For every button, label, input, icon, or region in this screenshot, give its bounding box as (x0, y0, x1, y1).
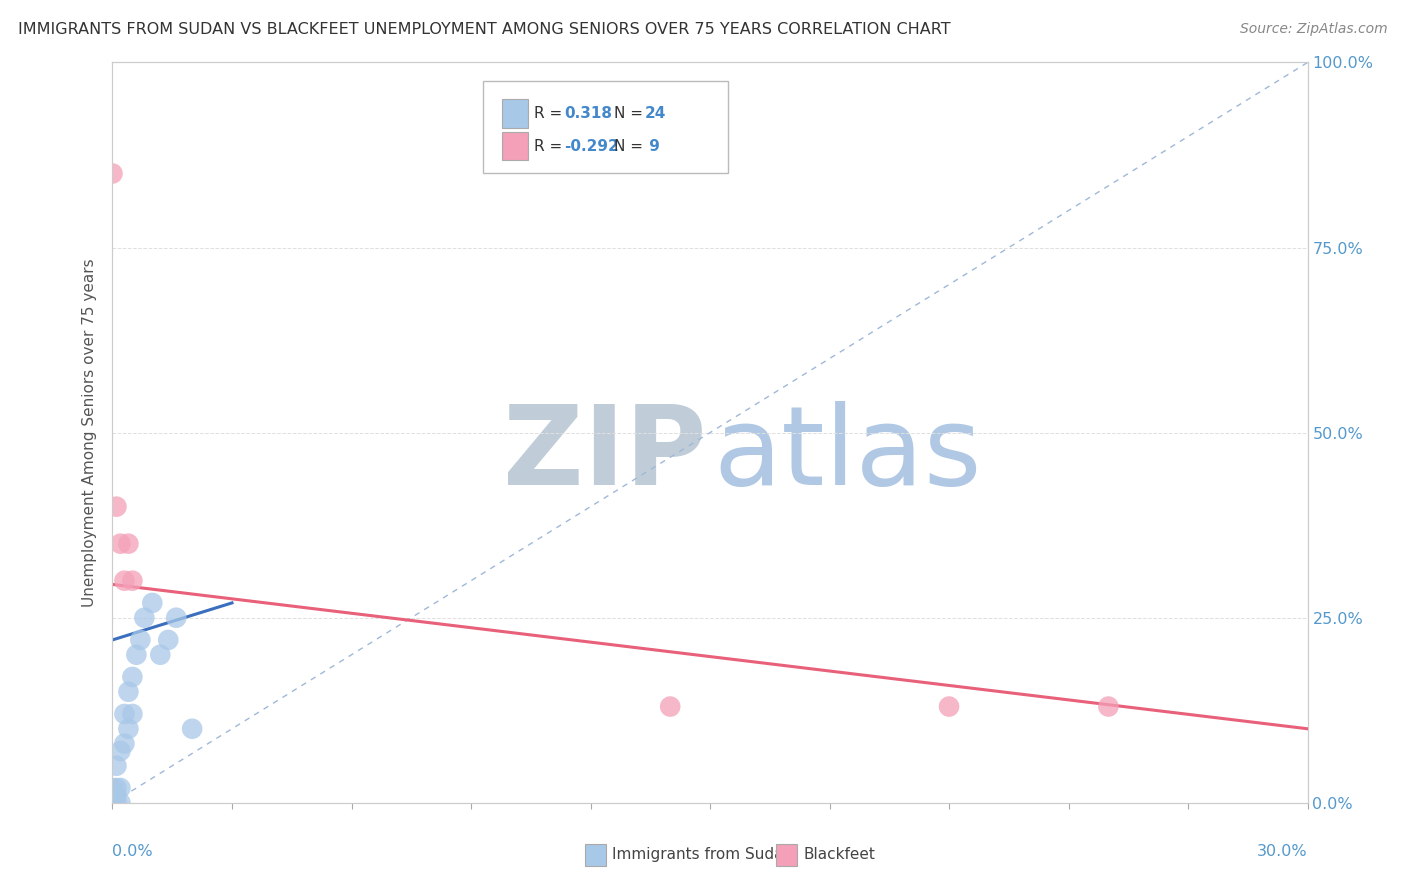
Point (110, 536, 132, 550)
FancyBboxPatch shape (776, 844, 797, 866)
Point (101, 780, 124, 795)
Text: N =: N = (614, 138, 644, 153)
Point (165, 610, 187, 624)
Point (129, 632, 152, 647)
Text: 30.0%: 30.0% (1257, 844, 1308, 858)
Point (938, 699, 960, 714)
Point (105, 789, 128, 803)
Point (114, 574, 135, 588)
Point (121, 574, 143, 588)
Text: 24: 24 (644, 106, 665, 121)
Point (101, 789, 124, 803)
Point (181, 722, 204, 736)
Text: -0.292: -0.292 (564, 138, 619, 153)
Text: Source: ZipAtlas.com: Source: ZipAtlas.com (1240, 22, 1388, 37)
Point (114, 737, 135, 751)
Text: R =: R = (534, 106, 562, 121)
Point (114, 706, 135, 721)
Point (105, 500, 128, 514)
Point (1097, 699, 1119, 714)
Point (110, 796, 132, 810)
Text: atlas: atlas (714, 401, 983, 508)
Point (157, 632, 180, 647)
Text: N =: N = (614, 106, 644, 121)
Point (105, 780, 128, 795)
FancyBboxPatch shape (484, 81, 728, 173)
Point (117, 685, 139, 699)
Text: ZIP: ZIP (503, 401, 706, 508)
Y-axis label: Unemployment Among Seniors over 75 years: Unemployment Among Seniors over 75 years (82, 259, 97, 607)
FancyBboxPatch shape (502, 132, 529, 161)
Point (110, 780, 132, 795)
Text: Immigrants from Sudan: Immigrants from Sudan (612, 847, 793, 863)
Point (101, 796, 124, 810)
Text: IMMIGRANTS FROM SUDAN VS BLACKFEET UNEMPLOYMENT AMONG SENIORS OVER 75 YEARS CORR: IMMIGRANTS FROM SUDAN VS BLACKFEET UNEMP… (18, 22, 950, 37)
Point (105, 796, 128, 810)
Text: 9: 9 (644, 138, 661, 153)
Point (659, 699, 682, 714)
Text: Blackfeet: Blackfeet (803, 847, 875, 863)
Text: 0.318: 0.318 (564, 106, 612, 121)
Point (121, 706, 143, 721)
Point (121, 670, 143, 684)
Point (117, 722, 139, 736)
Point (125, 648, 148, 662)
Point (149, 648, 172, 662)
Point (105, 758, 128, 772)
Point (134, 610, 156, 624)
Point (141, 596, 163, 610)
Point (110, 744, 132, 758)
Point (117, 536, 139, 550)
FancyBboxPatch shape (502, 99, 529, 128)
FancyBboxPatch shape (585, 844, 606, 866)
Text: 0.0%: 0.0% (112, 844, 153, 858)
Text: R =: R = (534, 138, 562, 153)
Point (101, 166, 124, 180)
